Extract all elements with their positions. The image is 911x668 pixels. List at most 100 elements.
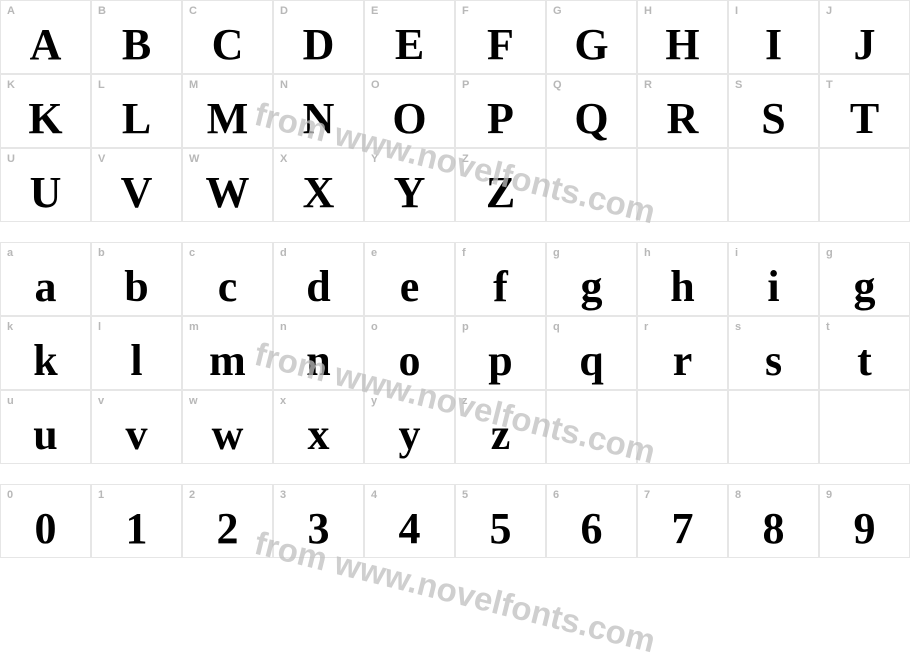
cell-label: S xyxy=(735,79,742,91)
cell-label: 7 xyxy=(644,489,650,501)
glyph-cell: OO xyxy=(364,74,455,148)
cell-label: i xyxy=(735,247,738,259)
cell-label: T xyxy=(826,79,833,91)
glyph-cell xyxy=(819,390,910,464)
section-uppercase: AABBCCDDEEFFGGHHIIJJKKLLMMNNOOPPQQRRSSTT… xyxy=(0,0,910,222)
cell-label: M xyxy=(189,79,198,91)
cell-glyph: m xyxy=(183,339,272,383)
cell-label: e xyxy=(371,247,377,259)
cell-glyph: y xyxy=(365,413,454,457)
cell-glyph: K xyxy=(1,97,90,141)
cell-label: 1 xyxy=(98,489,104,501)
cell-glyph: 7 xyxy=(638,507,727,551)
glyph-cell: FF xyxy=(455,0,546,74)
cell-label: x xyxy=(280,395,286,407)
cell-glyph: D xyxy=(274,23,363,67)
cell-glyph: q xyxy=(547,339,636,383)
cell-label: P xyxy=(462,79,469,91)
cell-label: J xyxy=(826,5,832,17)
cell-glyph: 1 xyxy=(92,507,181,551)
glyph-cell: YY xyxy=(364,148,455,222)
cell-glyph: A xyxy=(1,23,90,67)
cell-label: g xyxy=(826,247,833,259)
cell-label: u xyxy=(7,395,14,407)
cell-glyph: z xyxy=(456,413,545,457)
cell-label: 6 xyxy=(553,489,559,501)
glyph-cell: ww xyxy=(182,390,273,464)
glyph-cell: 99 xyxy=(819,484,910,558)
cell-glyph: X xyxy=(274,171,363,215)
glyph-cell xyxy=(728,390,819,464)
cell-label: Y xyxy=(371,153,378,165)
cell-label: K xyxy=(7,79,15,91)
cell-glyph: C xyxy=(183,23,272,67)
glyph-cell xyxy=(546,390,637,464)
cell-glyph: g xyxy=(820,265,909,309)
cell-label: g xyxy=(553,247,560,259)
cell-glyph: h xyxy=(638,265,727,309)
cell-glyph: I xyxy=(729,23,818,67)
cell-label: p xyxy=(462,321,469,333)
glyph-cell: nn xyxy=(273,316,364,390)
cell-label: V xyxy=(98,153,105,165)
cell-label: y xyxy=(371,395,377,407)
glyph-cell: dd xyxy=(273,242,364,316)
cell-label: d xyxy=(280,247,287,259)
cell-label: E xyxy=(371,5,378,17)
glyph-cell: 66 xyxy=(546,484,637,558)
glyph-cell: zz xyxy=(455,390,546,464)
cell-glyph: x xyxy=(274,413,363,457)
glyph-cell: bb xyxy=(91,242,182,316)
cell-label: R xyxy=(644,79,652,91)
glyph-cell: HH xyxy=(637,0,728,74)
cell-glyph: R xyxy=(638,97,727,141)
glyph-cell xyxy=(637,148,728,222)
glyph-cell: RR xyxy=(637,74,728,148)
cell-glyph: b xyxy=(92,265,181,309)
glyph-cell xyxy=(637,390,728,464)
cell-glyph: E xyxy=(365,23,454,67)
cell-label: b xyxy=(98,247,105,259)
glyph-row: kkllmmnnooppqqrrsstt xyxy=(0,316,910,390)
glyph-cell: MM xyxy=(182,74,273,148)
cell-glyph: r xyxy=(638,339,727,383)
glyph-cell: LL xyxy=(91,74,182,148)
cell-glyph: v xyxy=(92,413,181,457)
glyph-cell: rr xyxy=(637,316,728,390)
glyph-cell: 22 xyxy=(182,484,273,558)
glyph-cell: mm xyxy=(182,316,273,390)
glyph-cell xyxy=(546,148,637,222)
glyph-cell: GG xyxy=(546,0,637,74)
section-lowercase: aabbccddeeffgghhiiggkkllmmnnooppqqrrsstt… xyxy=(0,242,910,464)
cell-label: G xyxy=(553,5,562,17)
cell-label: q xyxy=(553,321,560,333)
cell-label: r xyxy=(644,321,648,333)
cell-glyph: 3 xyxy=(274,507,363,551)
glyph-cell: 55 xyxy=(455,484,546,558)
glyph-cell: kk xyxy=(0,316,91,390)
cell-label: f xyxy=(462,247,466,259)
glyph-cell: ZZ xyxy=(455,148,546,222)
glyph-cell: JJ xyxy=(819,0,910,74)
cell-label: Q xyxy=(553,79,562,91)
cell-glyph: Q xyxy=(547,97,636,141)
cell-label: l xyxy=(98,321,101,333)
glyph-cell: uu xyxy=(0,390,91,464)
glyph-row: 00112233445566778899 xyxy=(0,484,910,558)
cell-glyph: o xyxy=(365,339,454,383)
glyph-cell: 77 xyxy=(637,484,728,558)
cell-glyph: L xyxy=(92,97,181,141)
cell-glyph: P xyxy=(456,97,545,141)
cell-glyph: f xyxy=(456,265,545,309)
cell-glyph: W xyxy=(183,171,272,215)
cell-glyph: Z xyxy=(456,171,545,215)
glyph-cell: 11 xyxy=(91,484,182,558)
glyph-cell: NN xyxy=(273,74,364,148)
cell-label: 4 xyxy=(371,489,377,501)
glyph-cell: 33 xyxy=(273,484,364,558)
glyph-cell: aa xyxy=(0,242,91,316)
glyph-cell: SS xyxy=(728,74,819,148)
cell-glyph: p xyxy=(456,339,545,383)
glyph-cell: ii xyxy=(728,242,819,316)
glyph-cell: xx xyxy=(273,390,364,464)
